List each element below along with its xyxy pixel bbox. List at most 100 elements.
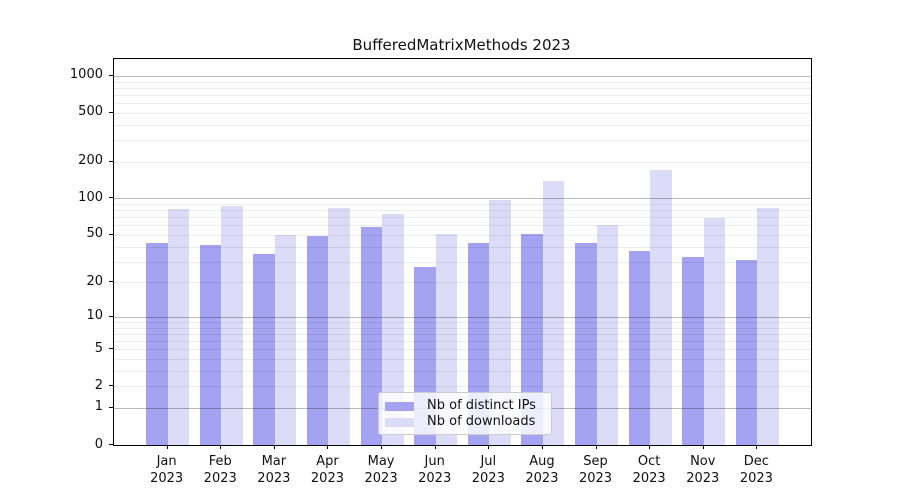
minor-gridline — [114, 210, 811, 212]
bar-ips-dec — [735, 259, 758, 445]
x-tick-mark — [595, 445, 597, 449]
y-tick-mark — [109, 281, 113, 283]
major-gridline — [114, 198, 811, 200]
y-tick-label: 500 — [78, 104, 103, 120]
minor-gridline — [114, 140, 811, 142]
y-tick-label: 100 — [78, 189, 103, 205]
bar-downloads-mar — [274, 234, 297, 445]
minor-gridline — [114, 225, 811, 227]
major-gridline — [114, 316, 811, 318]
minor-gridline — [114, 234, 811, 236]
minor-gridline — [114, 327, 811, 329]
x-tick-mark — [327, 445, 329, 449]
x-tick-mark — [381, 445, 383, 449]
minor-gridline — [114, 386, 811, 388]
y-tick-mark — [109, 74, 113, 76]
minor-gridline — [114, 112, 811, 114]
x-tick-label-may: May 2023 — [364, 454, 398, 486]
bar-downloads-oct — [650, 170, 672, 445]
minor-gridline — [114, 349, 811, 351]
bar-downloads-feb — [221, 205, 243, 445]
x-tick-label-jun: Jun 2023 — [418, 454, 452, 486]
bar-ips-may — [360, 227, 383, 445]
x-tick-label-feb: Feb 2023 — [203, 454, 237, 486]
bar-downloads-nov — [703, 218, 726, 445]
bar-ips-jan — [146, 242, 168, 445]
ips-legend-label: Nb of distinct IPs — [427, 398, 536, 413]
x-tick-label-oct: Oct 2023 — [632, 454, 666, 486]
x-tick-label-apr: Apr 2023 — [310, 454, 344, 486]
y-tick-label: 1 — [94, 399, 103, 415]
minor-gridline — [114, 359, 811, 360]
minor-gridline — [114, 87, 811, 89]
minor-gridline — [114, 370, 811, 372]
y-tick-label: 50 — [86, 226, 103, 242]
x-tick-label-jan: Jan 2023 — [150, 454, 184, 486]
legend-row-downloads: Nb of downloads — [385, 415, 543, 429]
bar-downloads-dec — [757, 208, 779, 445]
legend-row-ips: Nb of distinct IPs — [385, 399, 543, 413]
x-tick-label-nov: Nov 2023 — [686, 454, 720, 486]
minor-gridline — [114, 282, 811, 284]
y-tick-mark — [109, 197, 113, 199]
minor-gridline — [114, 203, 811, 205]
x-tick-label-dec: Dec 2023 — [739, 454, 773, 486]
y-tick-mark — [109, 385, 113, 387]
bar-downloads-apr — [328, 207, 350, 445]
y-tick-mark — [109, 111, 113, 113]
bar-ips-sep — [575, 242, 597, 445]
y-tick-mark — [109, 160, 113, 162]
minor-gridline — [114, 81, 811, 83]
minor-gridline — [114, 94, 811, 96]
minor-gridline — [114, 217, 811, 219]
minor-gridline — [114, 161, 811, 163]
y-tick-label: 200 — [78, 153, 103, 169]
plot-area — [113, 58, 812, 446]
y-tick-mark — [109, 444, 113, 445]
ips-legend-swatch — [385, 401, 414, 411]
major-gridline — [114, 75, 811, 77]
x-tick-mark — [702, 445, 704, 449]
x-tick-mark — [649, 445, 651, 449]
y-tick-label: 0 — [94, 436, 103, 452]
bar-downloads-jan — [167, 208, 190, 445]
x-tick-label-sep: Sep 2023 — [578, 454, 613, 486]
bar-downloads-sep — [596, 225, 619, 445]
x-tick-label-mar: Mar 2023 — [257, 454, 291, 486]
x-tick-mark — [166, 445, 168, 449]
legend: Nb of distinct IPs Nb of downloads — [378, 392, 552, 435]
bar-ips-apr — [306, 236, 329, 445]
bar-ips-mar — [253, 253, 275, 445]
x-tick-mark — [273, 445, 275, 449]
y-tick-mark — [109, 406, 113, 408]
y-tick-label: 1000 — [69, 67, 103, 83]
bar-downloads-jul — [489, 199, 511, 445]
bar-ips-feb — [199, 245, 222, 445]
y-tick-mark — [109, 233, 113, 235]
y-tick-label: 20 — [86, 273, 103, 289]
x-tick-mark — [756, 445, 758, 449]
x-tick-mark — [488, 445, 490, 449]
minor-gridline — [114, 103, 811, 105]
chart-title: BufferedMatrixMethods 2023 — [352, 36, 571, 54]
minor-gridline — [114, 321, 811, 323]
downloads-legend-swatch — [385, 417, 414, 427]
y-tick-label: 2 — [94, 377, 103, 393]
x-tick-mark — [220, 445, 222, 449]
y-tick-mark — [109, 348, 113, 350]
y-tick-label: 5 — [94, 340, 103, 356]
minor-gridline — [114, 246, 811, 248]
bar-ips-oct — [628, 250, 651, 445]
minor-gridline — [114, 124, 811, 126]
x-tick-mark — [434, 445, 436, 449]
bar-downloads-aug — [542, 180, 565, 445]
x-tick-label-jul: Jul 2023 — [471, 454, 505, 486]
bar-downloads-may — [382, 213, 404, 445]
bar-ips-nov — [682, 256, 704, 445]
minor-gridline — [114, 333, 811, 335]
minor-gridline — [114, 341, 811, 343]
y-tick-label: 10 — [86, 308, 103, 324]
minor-gridline — [114, 261, 811, 263]
downloads-legend-label: Nb of downloads — [427, 414, 536, 429]
